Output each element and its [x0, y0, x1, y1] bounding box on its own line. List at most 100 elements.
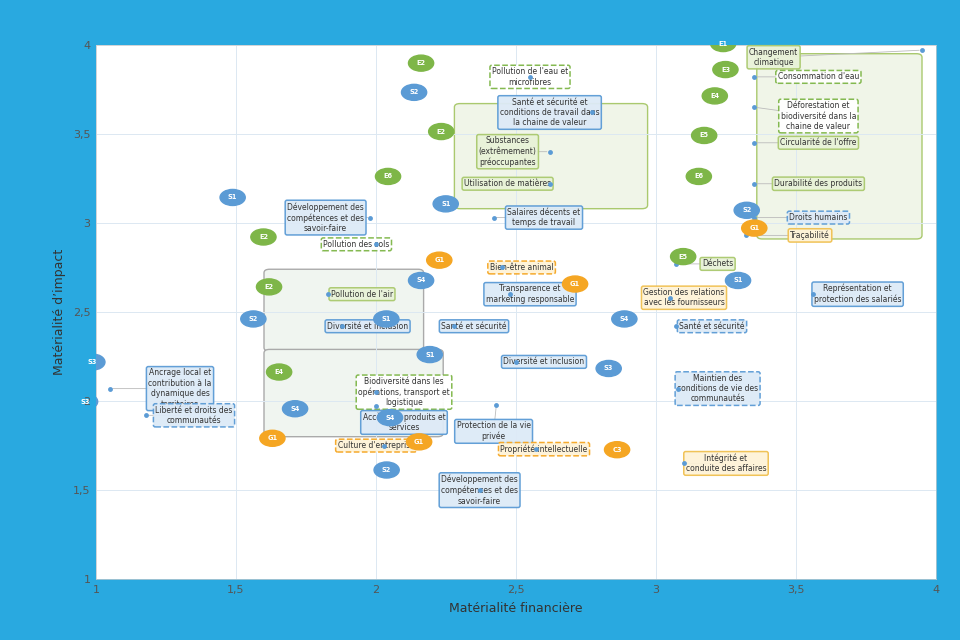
Circle shape [220, 189, 245, 205]
Text: E5: E5 [679, 253, 687, 260]
Text: Diversité et inclusion: Diversité et inclusion [327, 322, 408, 331]
Text: E2: E2 [259, 234, 268, 240]
Text: Pollution de l'air: Pollution de l'air [331, 290, 393, 299]
Text: Protection de la vie
privée: Protection de la vie privée [457, 421, 531, 442]
Circle shape [408, 273, 434, 289]
Circle shape [260, 430, 285, 446]
Text: S1: S1 [733, 278, 743, 284]
Circle shape [596, 360, 621, 376]
Text: Consommation d'eau: Consommation d'eau [778, 72, 859, 81]
Circle shape [373, 311, 399, 327]
Circle shape [702, 88, 728, 104]
Text: Diversité et inclusion: Diversité et inclusion [503, 357, 585, 366]
Text: Déchets: Déchets [702, 259, 733, 268]
Text: S2: S2 [249, 316, 258, 322]
Text: E6: E6 [694, 173, 704, 179]
Circle shape [267, 364, 292, 380]
Text: Maintien des
conditions de vie des
communautés: Maintien des conditions de vie des commu… [677, 374, 758, 403]
Text: Accès aux produits et
services: Accès aux produits et services [363, 413, 445, 433]
Text: G1: G1 [267, 435, 277, 442]
Text: S2: S2 [742, 207, 752, 213]
Circle shape [428, 124, 454, 140]
Text: E5: E5 [700, 132, 708, 138]
Circle shape [251, 229, 276, 245]
Text: S2: S2 [409, 90, 419, 95]
Text: S4: S4 [290, 406, 300, 412]
Text: S4: S4 [385, 415, 395, 420]
Text: Droits humains: Droits humains [789, 213, 848, 222]
Text: Santé et sécurité: Santé et sécurité [442, 322, 507, 331]
Circle shape [612, 311, 637, 327]
Text: Circularité de l'offre: Circularité de l'offre [780, 138, 856, 147]
Text: S1: S1 [382, 316, 391, 322]
Y-axis label: Matérialité d’impact: Matérialité d’impact [53, 249, 66, 375]
Text: Pollution de l'eau et
microfibres: Pollution de l'eau et microfibres [492, 67, 568, 86]
Text: Culture d'entreprise: Culture d'entreprise [338, 441, 415, 450]
Circle shape [726, 273, 751, 289]
Text: Pollution des sols: Pollution des sols [324, 240, 390, 249]
Text: E2: E2 [437, 129, 445, 134]
Circle shape [408, 55, 434, 71]
Text: S1: S1 [228, 195, 237, 200]
Text: Développement des
compétences et des
savoir-faire: Développement des compétences et des sav… [441, 475, 518, 506]
FancyBboxPatch shape [264, 349, 444, 436]
Circle shape [418, 346, 443, 363]
Text: G1: G1 [749, 225, 759, 231]
Text: Changement
climatique: Changement climatique [749, 47, 798, 67]
Text: Propriété intellectuelle: Propriété intellectuelle [500, 444, 588, 454]
Text: G1: G1 [414, 439, 424, 445]
Text: E4: E4 [710, 93, 719, 99]
Text: Salaires décents et
temps de travail: Salaires décents et temps de travail [508, 208, 581, 227]
Text: Ancrage local et
contribution à la
dynamique des
territoires: Ancrage local et contribution à la dynam… [148, 369, 212, 409]
Text: S2: S2 [382, 467, 392, 473]
X-axis label: Matérialité financière: Matérialité financière [449, 602, 583, 614]
Circle shape [241, 311, 266, 327]
Text: Liberté et droits des
communautés: Liberté et droits des communautés [156, 406, 232, 425]
Circle shape [375, 168, 400, 184]
Text: Transparence et
marketing responsable: Transparence et marketing responsable [486, 285, 574, 304]
FancyBboxPatch shape [264, 269, 423, 351]
Circle shape [377, 410, 402, 426]
Circle shape [563, 276, 588, 292]
Circle shape [80, 354, 105, 370]
Text: Substances
(extrêmement)
préoccupantes: Substances (extrêmement) préoccupantes [479, 136, 537, 167]
Text: Utilisation de matières: Utilisation de matières [464, 179, 551, 188]
Text: Intégrité et
conduite des affaires: Intégrité et conduite des affaires [685, 454, 766, 474]
Circle shape [282, 401, 308, 417]
Text: Durabilité des produits: Durabilité des produits [775, 179, 862, 189]
Circle shape [734, 202, 759, 218]
Circle shape [713, 61, 738, 77]
Circle shape [670, 248, 696, 264]
Circle shape [73, 394, 98, 410]
Text: Déforestation et
biodiversité dans la
chaine de valeur: Déforestation et biodiversité dans la ch… [780, 101, 856, 131]
Circle shape [406, 434, 432, 450]
Circle shape [401, 84, 426, 100]
Circle shape [433, 196, 458, 212]
Text: S1: S1 [425, 351, 435, 358]
Text: E1: E1 [719, 40, 728, 47]
Text: S3: S3 [604, 365, 613, 371]
FancyBboxPatch shape [454, 104, 648, 209]
Text: G1: G1 [434, 257, 444, 263]
Circle shape [686, 168, 711, 184]
Text: G1: G1 [570, 281, 580, 287]
Text: Santé et sécurité: Santé et sécurité [680, 322, 745, 331]
Text: S1: S1 [441, 201, 450, 207]
Circle shape [426, 252, 452, 268]
Circle shape [742, 220, 767, 236]
Text: S4: S4 [417, 278, 426, 284]
Text: Traçabilité: Traçabilité [790, 230, 829, 240]
Text: Santé et sécurité et
conditions de travail dans
la chaine de valeur: Santé et sécurité et conditions de trava… [500, 97, 599, 127]
Circle shape [691, 127, 717, 143]
Text: L'analyse de double matérialité d'une marque TLC: L'analyse de double matérialité d'une ma… [259, 22, 768, 42]
Text: Développement des
compétences et des
savoir-faire: Développement des compétences et des sav… [287, 202, 364, 233]
Text: Gestion des relations
avec les fournisseurs: Gestion des relations avec les fournisse… [643, 288, 725, 307]
Circle shape [256, 279, 281, 295]
Text: E6: E6 [383, 173, 393, 179]
Text: E4: E4 [275, 369, 284, 375]
Text: Bien-être animal: Bien-être animal [490, 263, 554, 272]
Circle shape [605, 442, 630, 458]
Text: E2: E2 [264, 284, 274, 290]
Text: S4: S4 [619, 316, 629, 322]
Text: E2: E2 [417, 60, 425, 66]
